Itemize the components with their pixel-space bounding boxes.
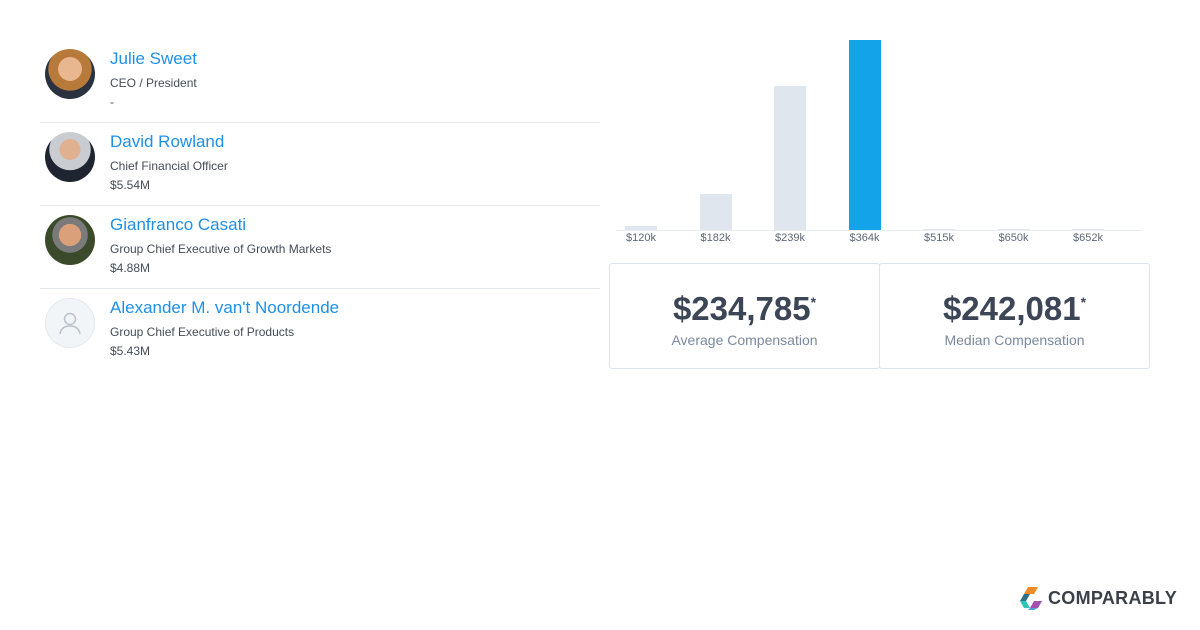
compensation-histogram: $120k $182k $239k $364k $515k $650k $652k [616,30,1142,250]
list-item: Gianfranco Casati Group Chief Executive … [40,206,600,289]
average-amount: $234,785 [672,290,811,327]
histogram-bar[interactable] [848,40,881,230]
person-compensation: $5.43M [110,344,151,358]
x-tick-label: $652k [1073,232,1103,244]
median-compensation-card: $242,081* Median Compensation [879,263,1150,369]
comparably-logo-icon [1020,587,1042,610]
person-title: Group Chief Executive of Products [110,325,295,339]
person-title: Chief Financial Officer [110,159,228,173]
executive-list: Julie Sweet CEO / President - David Rowl… [40,40,600,372]
person-name-link[interactable]: David Rowland [110,132,225,151]
histogram-bar[interactable] [625,226,657,230]
histogram-bar[interactable] [699,193,732,230]
x-tick-label: $515k [924,232,954,244]
brand-name: COMPARABLY [1048,587,1178,608]
person-compensation: $4.88M [110,261,151,275]
list-item: Alexander M. van't Noordende Group Chief… [40,289,600,372]
x-axis-line [616,230,1142,231]
person-compensation: $5.54M [110,178,151,192]
comparably-logo[interactable]: COMPARABLY [1020,586,1177,610]
average-compensation-card: $234,785* Average Compensation [609,263,880,369]
x-tick-label: $120k [626,232,656,244]
person-title: Group Chief Executive of Growth Markets [110,242,332,256]
histogram-bar[interactable] [923,229,955,230]
person-name-link[interactable]: Julie Sweet [110,49,197,68]
histogram-bar[interactable] [774,85,806,230]
person-compensation: - [110,95,114,109]
list-item: Julie Sweet CEO / President - [40,40,600,123]
x-tick-label: $650k [998,232,1029,244]
average-label: Average Compensation [671,332,818,348]
histogram-bar[interactable] [997,229,1030,230]
median-value: $242,081* [880,290,1149,328]
avatar[interactable] [45,215,95,265]
average-value: $234,785* [610,290,879,328]
list-item: David Rowland Chief Financial Officer $5… [40,123,600,206]
person-name-link[interactable]: Alexander M. van't Noordende [110,298,340,317]
median-label: Median Compensation [944,332,1085,348]
x-tick-label: $364k [849,232,880,244]
x-tick-label: $239k [775,232,805,244]
avatar-placeholder-icon[interactable] [45,298,95,348]
x-tick-label: $182k [700,232,731,244]
avatar[interactable] [45,49,95,99]
person-name-link[interactable]: Gianfranco Casati [110,215,247,234]
footnote-mark: * [810,294,817,310]
avatar[interactable] [45,132,95,182]
histogram-bar[interactable] [1072,229,1104,230]
person-title: CEO / President [110,76,197,90]
median-amount: $242,081 [942,290,1081,327]
footnote-mark: * [1080,294,1087,310]
